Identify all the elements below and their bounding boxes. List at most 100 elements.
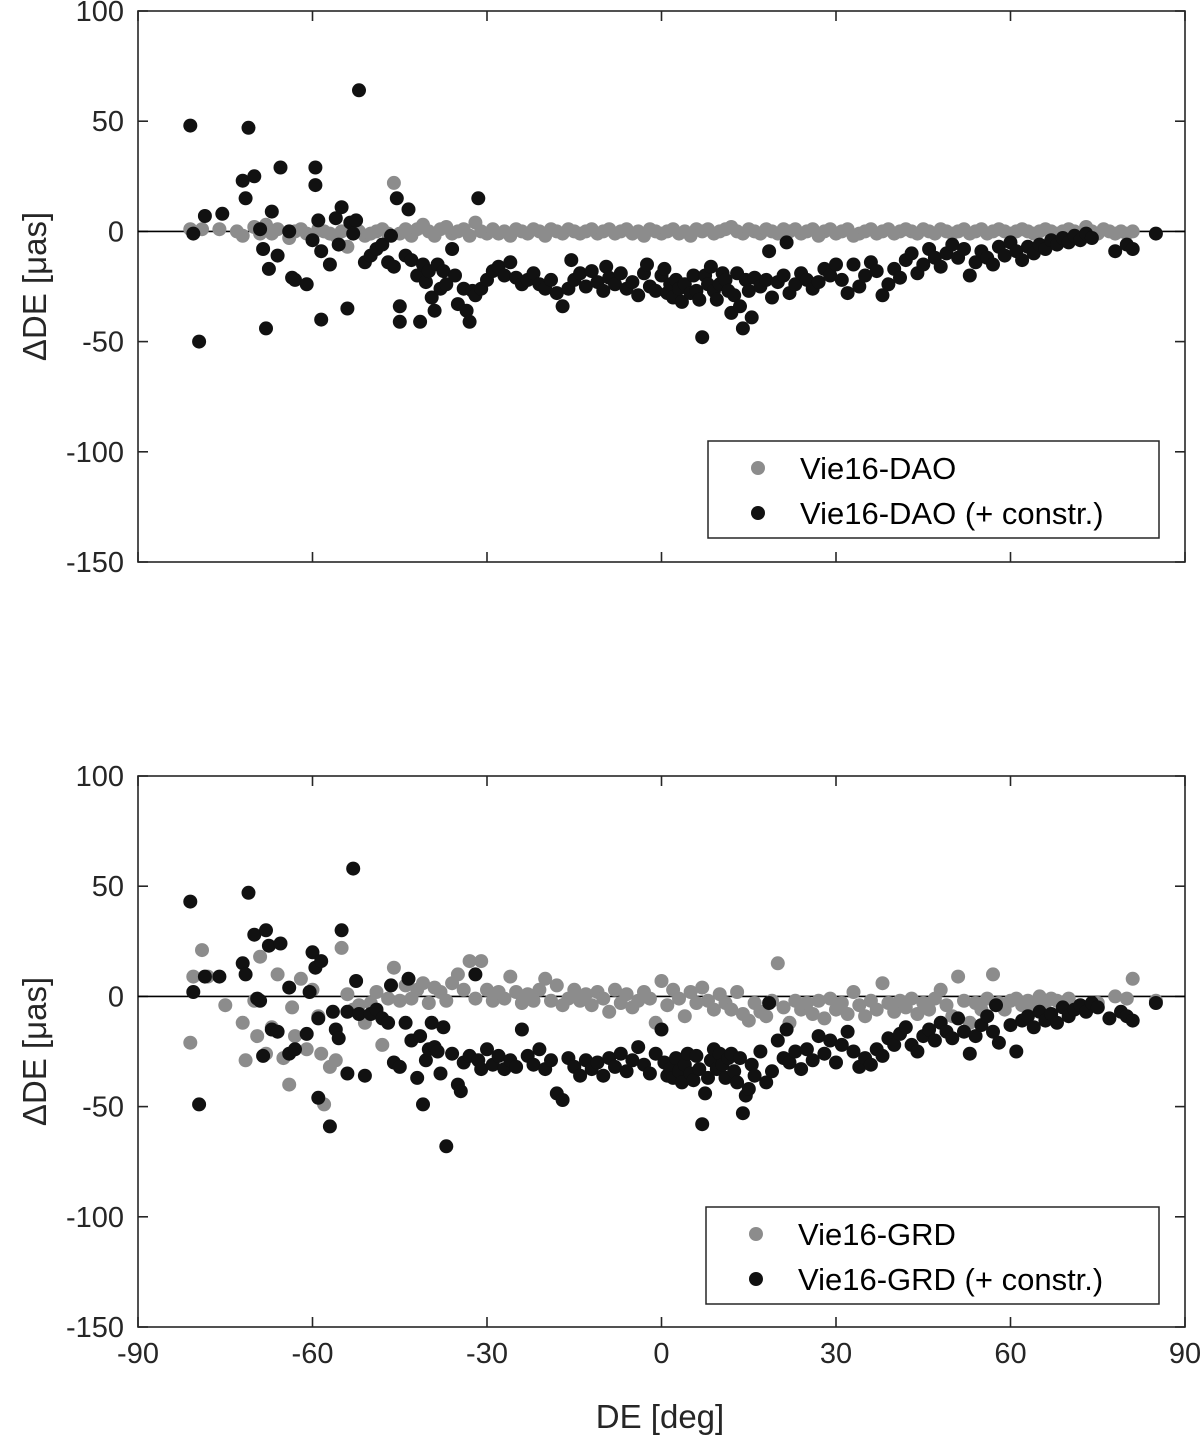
data-point bbox=[1125, 242, 1140, 256]
data-point bbox=[328, 1053, 343, 1068]
data-point bbox=[657, 261, 672, 276]
data-point bbox=[270, 222, 285, 237]
data-point bbox=[898, 1020, 913, 1035]
data-point bbox=[765, 1064, 779, 1079]
data-point bbox=[776, 268, 791, 283]
data-point bbox=[744, 1057, 759, 1072]
data-point bbox=[1125, 971, 1140, 986]
data-point bbox=[369, 985, 384, 999]
data-point bbox=[788, 277, 803, 292]
data-point bbox=[733, 299, 747, 314]
data-point bbox=[302, 985, 317, 999]
data-point bbox=[578, 987, 593, 1002]
data-point bbox=[578, 279, 593, 294]
data-point bbox=[945, 237, 960, 252]
data-point bbox=[1119, 991, 1134, 1006]
data-point bbox=[264, 204, 279, 219]
data-point bbox=[212, 222, 227, 237]
x-tick-label: 0 bbox=[653, 1338, 669, 1370]
data-point bbox=[869, 1002, 884, 1017]
data-point bbox=[381, 991, 396, 1006]
data-point bbox=[299, 1026, 314, 1041]
data-point bbox=[674, 294, 689, 309]
data-point bbox=[640, 257, 654, 272]
data-point bbox=[753, 1044, 768, 1059]
legend-box bbox=[705, 1206, 1160, 1305]
data-point bbox=[532, 982, 547, 997]
y-tick-label: -50 bbox=[82, 1092, 124, 1124]
data-point bbox=[509, 1059, 524, 1074]
data-point bbox=[762, 244, 777, 259]
data-point bbox=[445, 242, 460, 256]
data-point bbox=[1108, 989, 1123, 1004]
data-point bbox=[555, 299, 570, 314]
data-point bbox=[299, 1042, 314, 1057]
data-point bbox=[968, 1029, 983, 1044]
data-point bbox=[608, 277, 622, 292]
data-point bbox=[986, 967, 1000, 982]
data-point bbox=[404, 253, 419, 268]
data-point bbox=[980, 1009, 995, 1024]
data-point bbox=[829, 257, 843, 272]
data-point bbox=[416, 1097, 430, 1112]
legend-marker bbox=[749, 1272, 763, 1286]
data-point bbox=[212, 969, 227, 984]
x-tick-label: 90 bbox=[1169, 1338, 1200, 1370]
data-point bbox=[957, 242, 971, 256]
data-point bbox=[957, 993, 971, 1008]
data-point bbox=[334, 224, 349, 239]
data-point bbox=[288, 1029, 302, 1044]
data-point bbox=[933, 982, 948, 997]
data-point bbox=[526, 993, 541, 1008]
data-point bbox=[782, 1055, 797, 1070]
data-point bbox=[852, 279, 867, 294]
data-point bbox=[270, 967, 285, 982]
data-point bbox=[619, 987, 634, 1002]
data-point bbox=[916, 257, 931, 272]
data-point bbox=[698, 1086, 713, 1101]
data-point bbox=[1050, 1015, 1064, 1030]
data-point bbox=[253, 949, 268, 964]
data-point bbox=[340, 1004, 355, 1019]
data-point bbox=[799, 1042, 814, 1057]
data-point bbox=[794, 1062, 809, 1077]
data-point bbox=[288, 1042, 302, 1057]
data-point bbox=[474, 1062, 489, 1077]
data-point bbox=[340, 301, 355, 316]
data-point bbox=[986, 257, 1000, 272]
data-point bbox=[197, 969, 212, 984]
x-tick-label: -60 bbox=[292, 1338, 334, 1370]
data-point bbox=[840, 286, 855, 301]
data-point bbox=[328, 211, 343, 226]
y-tick-label: 100 bbox=[76, 0, 124, 28]
data-point bbox=[349, 974, 364, 988]
data-point bbox=[695, 980, 710, 995]
data-point bbox=[235, 173, 250, 188]
data-point bbox=[957, 1024, 971, 1039]
data-point bbox=[311, 1090, 326, 1105]
data-point bbox=[462, 228, 477, 243]
data-point bbox=[282, 980, 297, 995]
data-point bbox=[727, 1064, 742, 1079]
data-point bbox=[401, 971, 416, 986]
data-point bbox=[875, 288, 890, 303]
data-point bbox=[215, 206, 230, 221]
data-point bbox=[322, 257, 337, 272]
data-point bbox=[384, 978, 398, 993]
data-point bbox=[613, 1046, 628, 1061]
data-point bbox=[1125, 1013, 1140, 1028]
data-point bbox=[247, 169, 262, 184]
data-point bbox=[1102, 1011, 1117, 1026]
data-point bbox=[779, 1022, 794, 1037]
data-point bbox=[453, 1084, 468, 1099]
data-point bbox=[744, 310, 759, 325]
legend-marker bbox=[749, 1227, 763, 1241]
data-point bbox=[445, 1046, 460, 1061]
data-point bbox=[747, 1068, 762, 1083]
data-point bbox=[410, 1070, 425, 1085]
data-point bbox=[509, 985, 524, 999]
x-tick-label: -90 bbox=[117, 1338, 159, 1370]
data-point bbox=[186, 969, 201, 984]
data-point bbox=[235, 956, 250, 971]
